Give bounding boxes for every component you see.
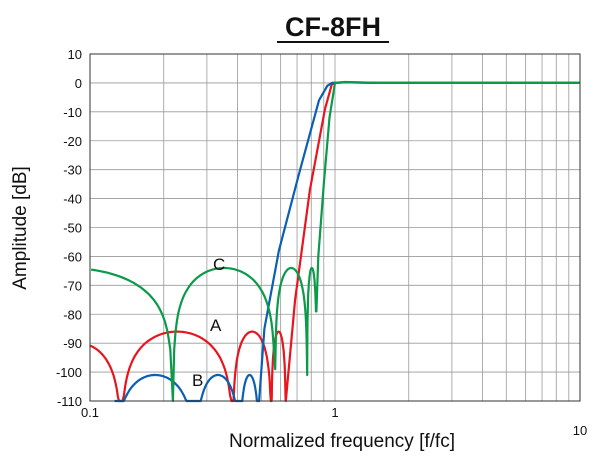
y-axis-label: Amplitude [dB] [10,166,31,290]
y-tick-label: -90 [63,336,82,351]
y-tick-label: -80 [63,307,82,322]
y-tick-label: -110 [57,394,82,409]
y-tick-label: -10 [63,105,82,120]
y-tick-label: -100 [56,365,82,380]
series-b-line [114,81,580,403]
series-a-line [89,81,580,403]
plot-frame [89,53,581,402]
y-tick-label: -40 [63,192,82,207]
x-tick-label: 10 [573,423,587,438]
chart-title: CF-8FH [285,12,381,42]
curve-label-b: B [192,371,203,390]
series-c-line [90,80,580,403]
y-tick-label: -70 [63,278,82,293]
grid [90,54,580,401]
y-tick-label: -50 [63,221,82,236]
y-tick-label: -30 [63,163,82,178]
x-tick-label: 1 [331,405,338,420]
x-tick-label: 0.1 [81,405,99,420]
y-tick-label: -20 [63,134,82,149]
y-tick-label: -60 [63,249,82,264]
y-tick-label: 0 [75,76,82,91]
curve-label-c: C [213,255,225,274]
curves [89,80,580,403]
x-axis-label: Normalized frequency [f/fc] [229,431,455,452]
y-tick-labels: 10 0 -10 -20 -30 -40 -50 -60 -70 -80 -90 -100 -110 [56,47,82,409]
y-tick-label: 10 [68,47,82,62]
curve-label-a: A [210,316,222,335]
